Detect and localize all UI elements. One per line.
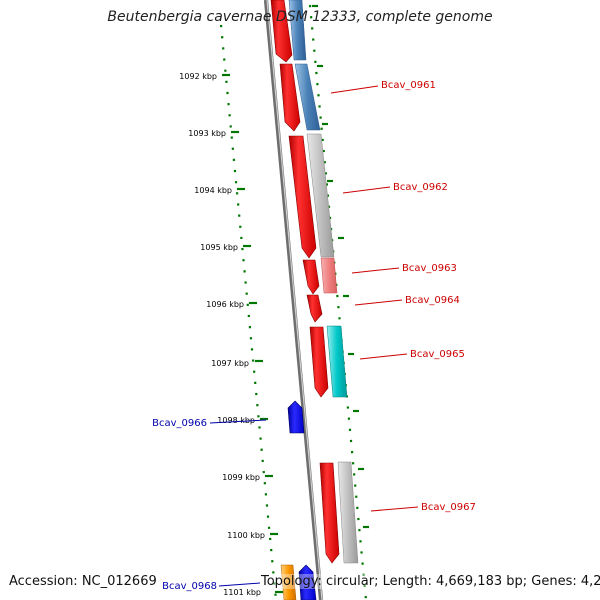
kbp-label-1094: 1094 kbp bbox=[194, 186, 232, 195]
kbp-tick-marks bbox=[222, 73, 283, 594]
genome-title: Beutenbergia cavernae DSM 12333, complet… bbox=[107, 9, 493, 25]
genome-backbone bbox=[263, 0, 324, 600]
kbp-label-1096: 1096 kbp bbox=[206, 300, 244, 309]
gene-arrow-bcav-0968[interactable] bbox=[298, 564, 317, 600]
accession-text: Accession: NC_012669 bbox=[9, 574, 157, 589]
gene-label-bcav-0961[interactable]: Bcav_0961 bbox=[381, 80, 436, 91]
kbp-label-1093: 1093 kbp bbox=[188, 129, 226, 138]
genome-backbone-highlight bbox=[266, 0, 323, 600]
cog-bar-steelblue-1 bbox=[288, 0, 307, 61]
kbp-label-1101: 1101 kbp bbox=[223, 588, 261, 597]
gene-arrow-bcav-0961[interactable] bbox=[279, 63, 301, 132]
gene-arrow-bcav-0960[interactable] bbox=[270, 0, 293, 63]
gene-arrow-bcav-0963[interactable] bbox=[302, 259, 320, 295]
gene-arrow-bcav-0964[interactable] bbox=[306, 294, 323, 323]
gene-label-bcav-0965[interactable]: Bcav_0965 bbox=[410, 349, 465, 360]
gene-label-bcav-0967[interactable]: Bcav_0967 bbox=[421, 502, 476, 513]
gene-leader-lines bbox=[209, 85, 419, 587]
kbp-label-1100: 1100 kbp bbox=[227, 531, 265, 540]
kbp-label-1099: 1099 kbp bbox=[222, 473, 260, 482]
gene-arrow-bcav-0967[interactable] bbox=[319, 462, 340, 564]
cog-bar-gray-2 bbox=[337, 461, 359, 564]
kbp-label-1098: 1098 kbp bbox=[217, 416, 255, 425]
gene-label-bcav-0968[interactable]: Bcav_0968 bbox=[162, 581, 217, 592]
cog-bar-orange-1 bbox=[280, 564, 297, 600]
gene-arrow-bcav-0962[interactable] bbox=[288, 135, 317, 259]
cog-bar-gray-1 bbox=[306, 133, 335, 258]
cog-bar-steelblue-2 bbox=[294, 63, 321, 131]
gene-arrow-bcav-0965[interactable] bbox=[309, 326, 329, 398]
inner-dotted-ring bbox=[219, 24, 278, 600]
gene-label-bcav-0963[interactable]: Bcav_0963 bbox=[402, 263, 457, 274]
gene-label-bcav-0966[interactable]: Bcav_0966 bbox=[152, 418, 207, 429]
cog-bar-pink-1 bbox=[320, 257, 338, 294]
outer-ring-ticks bbox=[312, 4, 369, 529]
kbp-label-1095: 1095 kbp bbox=[200, 243, 238, 252]
kbp-label-1097: 1097 kbp bbox=[211, 359, 249, 368]
cog-track bbox=[280, 0, 359, 600]
reverse-genes bbox=[287, 400, 317, 600]
kbp-label-1092: 1092 kbp bbox=[179, 72, 217, 81]
gene-arrow-bcav-0966[interactable] bbox=[287, 400, 305, 434]
forward-genes bbox=[270, 0, 340, 564]
gene-label-bcav-0962[interactable]: Bcav_0962 bbox=[393, 182, 448, 193]
cog-bar-cyan-1 bbox=[326, 325, 348, 398]
gene-label-bcav-0964[interactable]: Bcav_0964 bbox=[405, 295, 460, 306]
genome-summary-text: Topology: circular; Length: 4,669,183 bp… bbox=[261, 574, 600, 589]
